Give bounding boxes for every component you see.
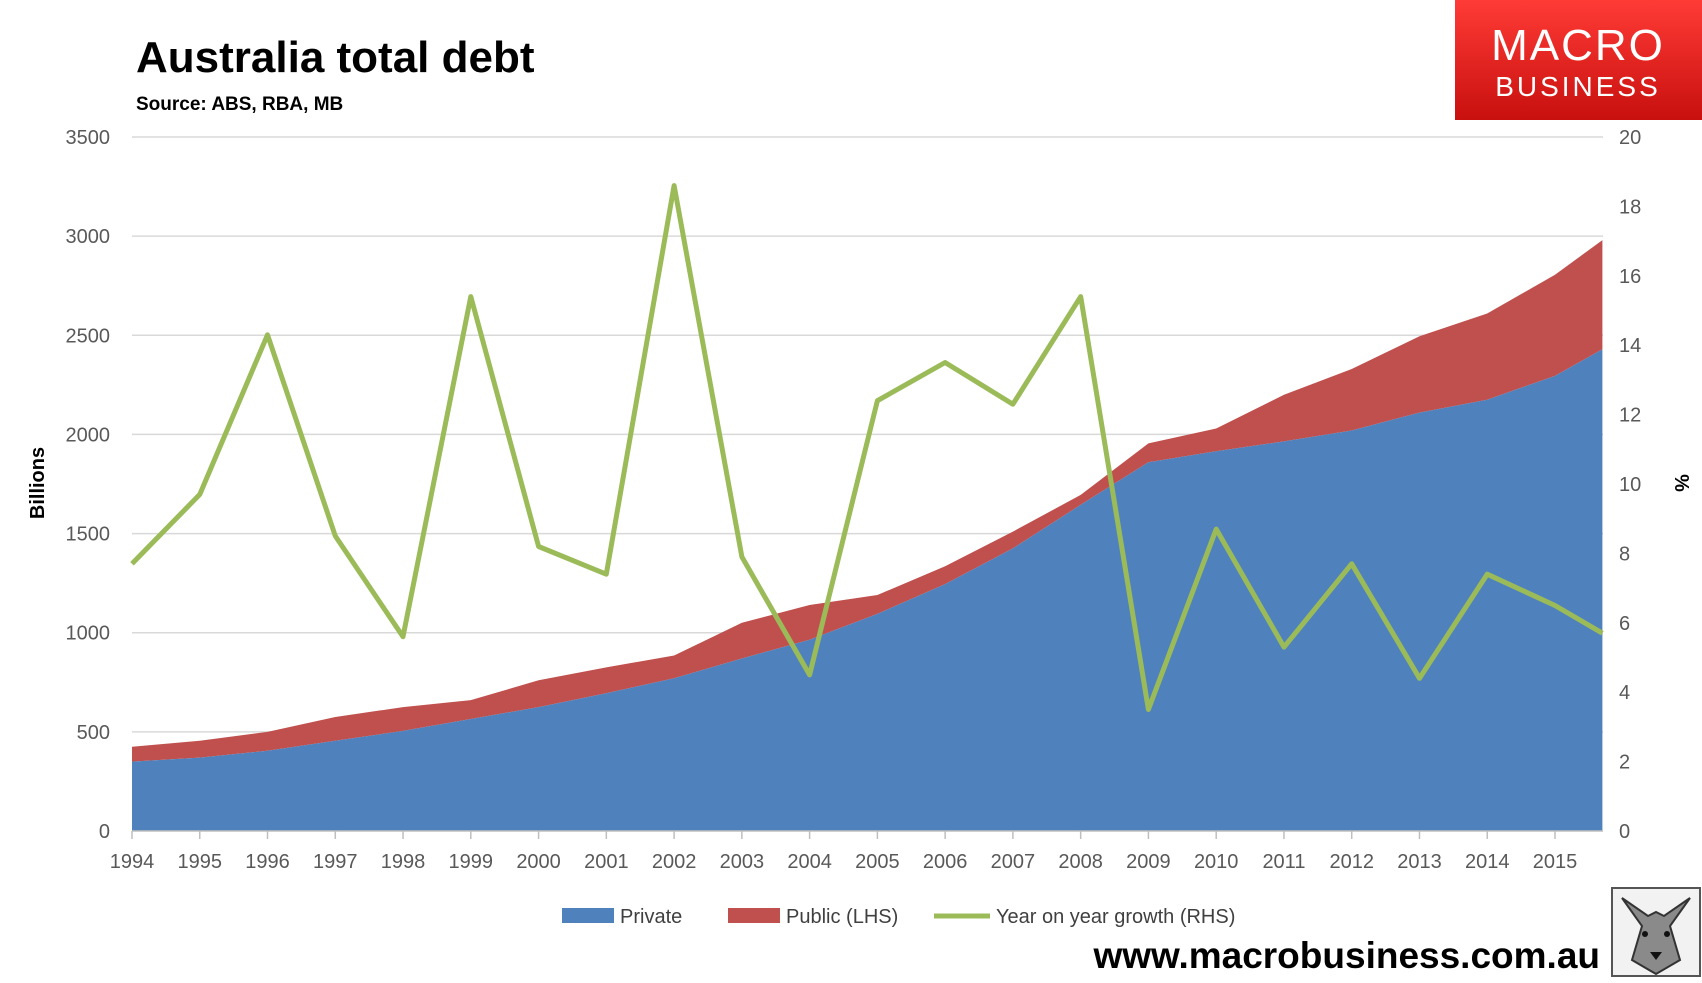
x-tick-label: 2013: [1397, 851, 1442, 873]
x-tick-label: 2010: [1194, 851, 1239, 873]
x-tick-label: 2015: [1533, 851, 1578, 873]
x-tick-label: 1999: [449, 851, 494, 873]
chart-title: Australia total debt: [136, 33, 535, 82]
logo-line-2: BUSINESS: [1495, 71, 1661, 102]
legend: Private Public (LHS) Year on year growth…: [562, 906, 1235, 928]
x-tick-label: 2003: [720, 851, 765, 873]
legend-label-growth: Year on year growth (RHS): [996, 906, 1235, 928]
legend-swatch-private: [562, 908, 614, 923]
private-area: [132, 349, 1603, 831]
x-tick-label: 2008: [1058, 851, 1103, 873]
y-tick-label-left: 1000: [66, 623, 111, 645]
y-tick-label-left: 500: [77, 722, 110, 744]
area-series: [132, 240, 1603, 831]
legend-swatch-public: [728, 908, 780, 923]
chart-subtitle: Source: ABS, RBA, MB: [136, 94, 343, 115]
legend-label-private: Private: [620, 906, 682, 928]
line-series: [130, 183, 1604, 712]
x-tick-label: 2001: [584, 851, 629, 873]
y-tick-label-right: 2: [1619, 752, 1630, 774]
macro-business-logo: MACRO BUSINESS: [1455, 0, 1702, 120]
y-tick-label-left: 1500: [66, 524, 111, 546]
x-tick-label: 2011: [1262, 851, 1305, 873]
y-tick-label-right: 18: [1619, 196, 1641, 218]
x-tick-label: 1996: [245, 851, 290, 873]
y-tick-label-right: 8: [1619, 543, 1630, 565]
growth-line: [130, 183, 1604, 712]
x-tick-label: 2006: [923, 851, 968, 873]
y-tick-label-left: 0: [99, 821, 110, 843]
logo-line-1: MACRO: [1491, 21, 1665, 70]
y-tick-label-right: 12: [1619, 405, 1641, 427]
y-tick-label-left: 3500: [66, 127, 111, 149]
y-tick-label-right: 0: [1619, 821, 1630, 843]
x-tick-label: 2009: [1126, 851, 1171, 873]
y-axis-title-left: Billions: [27, 447, 49, 519]
y-tick-label-left: 2000: [66, 424, 111, 446]
x-tick-label: 1994: [110, 851, 155, 873]
footer-url: www.macrobusiness.com.au: [1092, 935, 1600, 976]
x-tick-label: 1998: [381, 851, 426, 873]
x-tick-label: 2014: [1465, 851, 1510, 873]
y-tick-label-right: 20: [1619, 127, 1641, 149]
x-tick-label: 2002: [652, 851, 697, 873]
x-tick-label: 2012: [1329, 851, 1374, 873]
y-tick-label-left: 3000: [66, 226, 111, 248]
x-tick-label: 1997: [313, 851, 358, 873]
x-tick-label: 2007: [991, 851, 1036, 873]
y-tick-label-right: 4: [1619, 682, 1630, 704]
y-tick-label-right: 10: [1619, 474, 1641, 496]
axes: 0 500 1000 1500 2000 2500 3000 3500 0 2 4 6 8 10 12 14 1…: [66, 127, 1642, 873]
y-tick-label-right: 14: [1619, 335, 1641, 357]
legend-label-public: Public (LHS): [786, 906, 898, 928]
logo-background: [1455, 0, 1702, 120]
x-tick-label: 2005: [855, 851, 900, 873]
y-axis-title-right: %: [1670, 474, 1692, 492]
x-tick-label: 1995: [178, 851, 223, 873]
x-tick-label: 2000: [516, 851, 561, 873]
y-tick-label-right: 16: [1619, 266, 1641, 288]
wolf-head-icon: [1611, 887, 1701, 977]
x-tick-label: 2004: [787, 851, 832, 873]
y-tick-label-left: 2500: [66, 325, 111, 347]
y-tick-label-right: 6: [1619, 613, 1630, 635]
